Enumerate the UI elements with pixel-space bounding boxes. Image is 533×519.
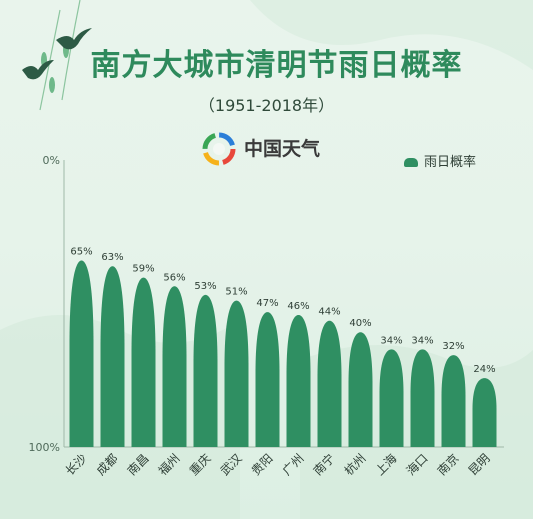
chart-bar [286, 314, 311, 447]
data-label: 34% [380, 335, 402, 346]
x-tick-label: 成都 [94, 451, 121, 478]
x-tick-label: 杭州 [341, 451, 369, 479]
chart-bar [410, 349, 435, 447]
chart-bar [317, 320, 342, 447]
data-label: 34% [411, 335, 433, 346]
data-label: 59% [132, 264, 154, 275]
chart-bar [193, 294, 218, 447]
x-tick-label: 广州 [280, 451, 307, 478]
chart-bar [69, 260, 94, 447]
x-tick-label: 南宁 [310, 451, 338, 479]
x-tick-label: 贵阳 [249, 451, 276, 478]
data-label: 53% [194, 281, 216, 292]
data-label: 65% [70, 246, 92, 257]
data-label: 46% [287, 301, 309, 312]
x-tick-label: 南昌 [124, 451, 152, 479]
x-tick-label: 海口 [403, 451, 431, 479]
y-tick-label: 100% [29, 441, 60, 454]
chart-bar [348, 332, 373, 447]
chart-bar [472, 378, 497, 447]
brand-name: 中国天气 [244, 138, 321, 160]
page-title: 南方大城市清明节雨日概率 [90, 48, 463, 83]
data-label: 32% [442, 341, 464, 352]
legend-label: 雨日概率 [424, 155, 477, 170]
chart-legend: 雨日概率 [404, 151, 476, 170]
x-tick-label: 昆明 [466, 451, 493, 478]
data-label: 40% [349, 318, 371, 329]
x-tick-label: 武汉 [218, 451, 245, 478]
chart-bar [255, 312, 280, 447]
x-tick-label: 福州 [155, 451, 183, 479]
data-label: 63% [101, 252, 123, 263]
brand-logo: 中国天气 [200, 130, 340, 166]
swallow-icon [56, 28, 92, 50]
page-subtitle: （1951-2018年） [198, 96, 335, 115]
data-label: 47% [256, 298, 278, 309]
x-tick-label: 长沙 [63, 451, 90, 478]
chart-bar [379, 349, 404, 447]
x-tick-label: 上海 [372, 451, 400, 479]
y-tick-label: 0% [43, 154, 60, 167]
data-label: 44% [318, 307, 340, 318]
data-label: 24% [473, 364, 495, 375]
x-tick-label: 南京 [434, 451, 462, 479]
title-wrap: 南方大城市清明节雨日概率 [0, 40, 533, 84]
chart-bar [224, 300, 249, 447]
swallow-icon [22, 60, 54, 80]
legend-swatch [404, 158, 418, 167]
chart-bar [100, 266, 125, 447]
brand-logo-icon [202, 132, 236, 166]
x-tick-label: 重庆 [187, 451, 214, 478]
chart-bar [441, 355, 466, 447]
chart-bar [162, 286, 187, 447]
chart-bar [131, 277, 156, 447]
data-label: 56% [163, 272, 185, 283]
data-label: 51% [225, 287, 247, 298]
